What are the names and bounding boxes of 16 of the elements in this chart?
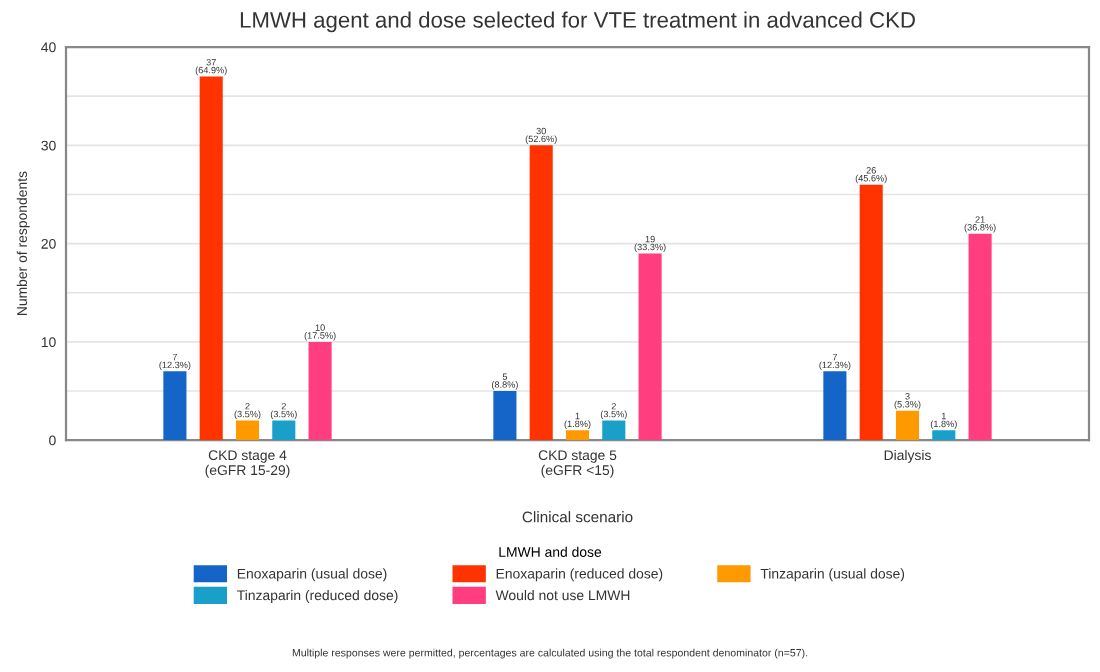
chart-title: LMWH agent and dose selected for VTE treatment in advanced CKD <box>240 11 915 33</box>
bar <box>529 145 553 441</box>
bar <box>895 410 920 441</box>
bar <box>602 420 626 441</box>
bar <box>199 76 223 441</box>
bar <box>163 371 187 441</box>
bar <box>932 430 956 441</box>
bar <box>968 233 992 441</box>
bar <box>235 420 260 441</box>
bar <box>308 341 332 441</box>
bar <box>638 253 662 441</box>
bar <box>823 371 847 441</box>
bar <box>859 184 883 441</box>
bar <box>493 391 517 441</box>
bar <box>565 430 590 441</box>
bar <box>272 420 296 441</box>
